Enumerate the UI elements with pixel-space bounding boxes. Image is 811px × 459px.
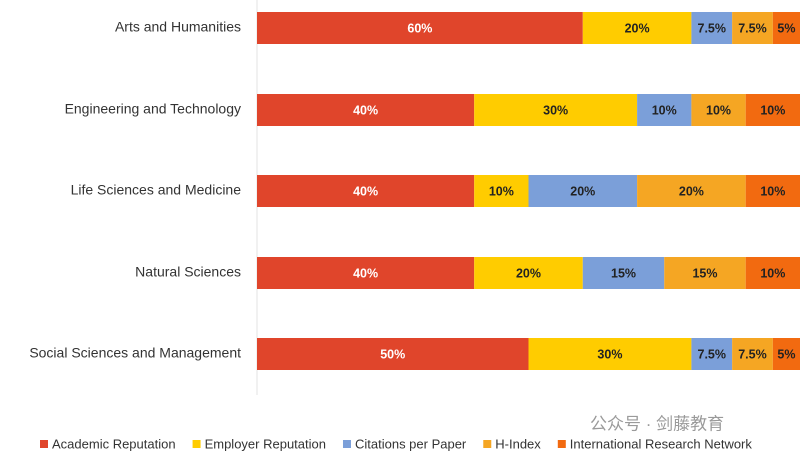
value-label: 15% xyxy=(611,266,636,280)
bar-segment xyxy=(732,338,773,370)
value-label: 40% xyxy=(353,103,378,117)
bar-segment xyxy=(474,257,583,289)
value-label: 5% xyxy=(777,21,795,35)
legend-swatch xyxy=(40,440,48,448)
legend-label: Employer Reputation xyxy=(205,436,326,451)
value-label: 7.5% xyxy=(698,347,727,361)
bar-segment xyxy=(257,175,475,207)
bar-segment xyxy=(257,257,475,289)
bar-segment xyxy=(664,257,746,289)
value-label: 20% xyxy=(516,266,541,280)
value-label: 10% xyxy=(652,103,677,117)
bar-segment xyxy=(582,12,692,44)
value-label: 10% xyxy=(760,184,785,198)
legend-swatch xyxy=(483,440,492,448)
value-label: 20% xyxy=(679,184,704,198)
legend-swatch xyxy=(557,440,566,448)
bar-segment xyxy=(528,175,638,207)
bar-segment xyxy=(691,338,733,370)
value-label: 30% xyxy=(543,103,568,117)
value-label: 7.5% xyxy=(738,347,767,361)
value-label: 60% xyxy=(407,21,432,35)
bar-segment xyxy=(745,94,800,126)
legend-label: Citations per Paper xyxy=(355,436,467,451)
bar-segment xyxy=(745,257,800,289)
value-label: 10% xyxy=(706,103,731,117)
value-label: 7.5% xyxy=(698,21,727,35)
value-label: 15% xyxy=(692,266,717,280)
legend-swatch xyxy=(192,440,201,448)
bar-segment xyxy=(772,338,800,370)
bar-segment xyxy=(474,175,529,207)
category-label: Natural Sciences xyxy=(135,264,241,280)
bar-segment xyxy=(691,12,733,44)
bar-segment xyxy=(257,12,583,44)
value-label: 50% xyxy=(380,347,405,361)
value-label: 30% xyxy=(597,347,622,361)
legend-label: International Research Network xyxy=(570,436,753,451)
value-label: 10% xyxy=(489,184,514,198)
category-label: Arts and Humanities xyxy=(115,19,241,35)
bar-segment xyxy=(257,338,529,370)
legend-label: Academic Reputation xyxy=(52,436,176,451)
bar-segment xyxy=(772,12,800,44)
value-label: 40% xyxy=(353,184,378,198)
value-label: 7.5% xyxy=(738,21,767,35)
category-label: Social Sciences and Management xyxy=(29,345,241,361)
bar-segment xyxy=(732,12,773,44)
category-label: Life Sciences and Medicine xyxy=(71,182,242,198)
bar-segment xyxy=(528,338,692,370)
bar-segment xyxy=(582,257,665,289)
value-label: 10% xyxy=(760,266,785,280)
watermark: 公众号 · 剑藤教育 xyxy=(590,414,724,433)
value-label: 20% xyxy=(625,21,650,35)
bar-segment xyxy=(257,94,475,126)
value-label: 10% xyxy=(760,103,785,117)
bar-segment xyxy=(474,94,638,126)
legend-label: H-Index xyxy=(495,436,541,451)
bar-segment xyxy=(637,94,692,126)
bar-segment xyxy=(637,175,746,207)
legend-swatch xyxy=(342,440,351,448)
category-label: Engineering and Technology xyxy=(65,101,241,117)
value-label: 40% xyxy=(353,266,378,280)
bar-segment xyxy=(745,175,800,207)
value-label: 5% xyxy=(777,347,795,361)
value-label: 20% xyxy=(570,184,595,198)
bar-segment xyxy=(691,94,746,126)
